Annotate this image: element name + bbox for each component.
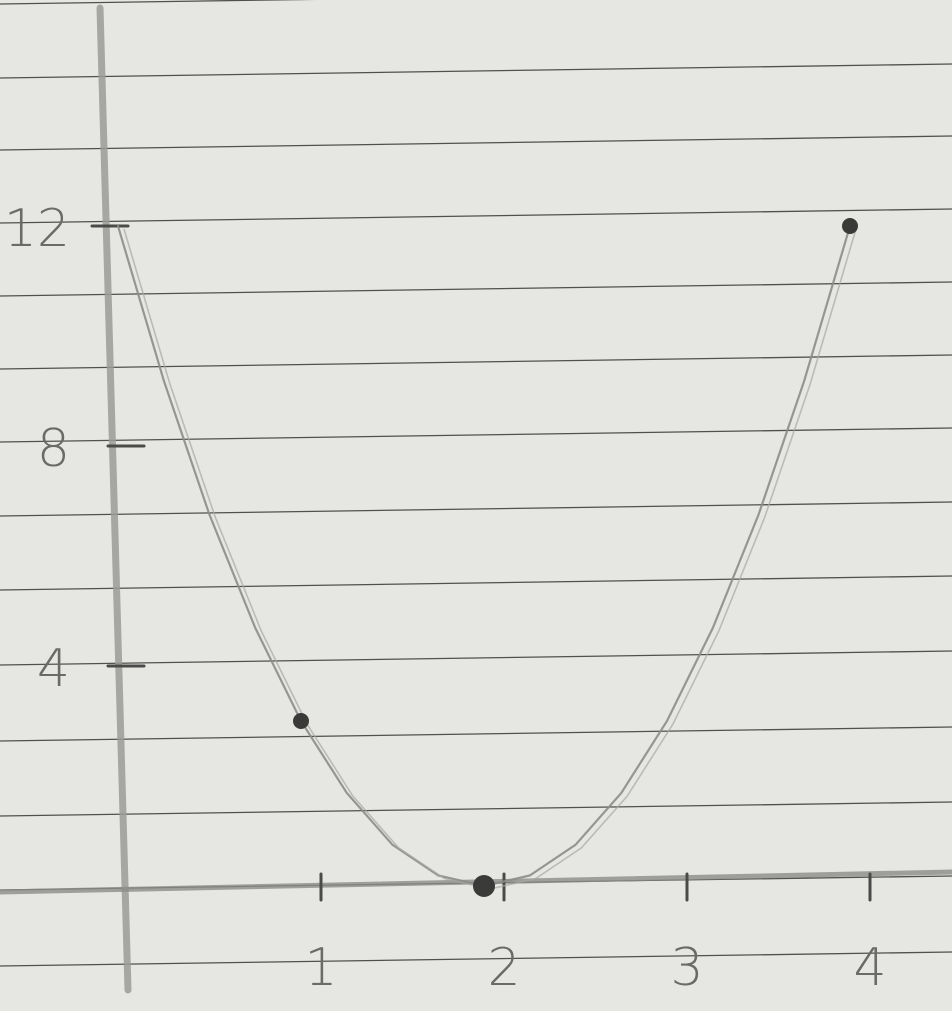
y-tick-label: 4: [37, 639, 70, 699]
x-tick-label: 4: [853, 938, 886, 998]
ruled-line: [0, 951, 952, 967]
y-tick-label: 12: [4, 199, 70, 259]
ruled-line: [0, 281, 952, 297]
tick-marks: [90, 224, 872, 902]
data-point: [842, 218, 858, 234]
x-tick-label: 2: [487, 938, 520, 998]
data-point: [293, 713, 309, 729]
x-tick-label: 1: [304, 938, 337, 998]
ruled-line: [0, 0, 317, 5]
y-axis-line: [96, 4, 132, 994]
parabola-curve-sketch: [123, 228, 857, 890]
parabola-series: [116, 224, 857, 890]
notebook-ruled-lines: [0, 0, 952, 967]
axes: [0, 4, 952, 994]
ruled-line: [0, 427, 952, 443]
ruled-line: [0, 501, 952, 517]
ruled-line: [0, 801, 952, 817]
ruled-line: [0, 135, 952, 151]
y-tick-label: 8: [37, 419, 70, 479]
parabola-curve: [116, 224, 852, 888]
ruled-line: [0, 726, 952, 742]
ruled-line: [0, 208, 952, 224]
ruled-line: [0, 575, 952, 591]
data-points: [293, 218, 858, 897]
x-tick-label: 3: [670, 938, 703, 998]
ruled-line: [0, 63, 952, 79]
data-point: [473, 875, 495, 897]
ruled-line: [0, 650, 952, 666]
